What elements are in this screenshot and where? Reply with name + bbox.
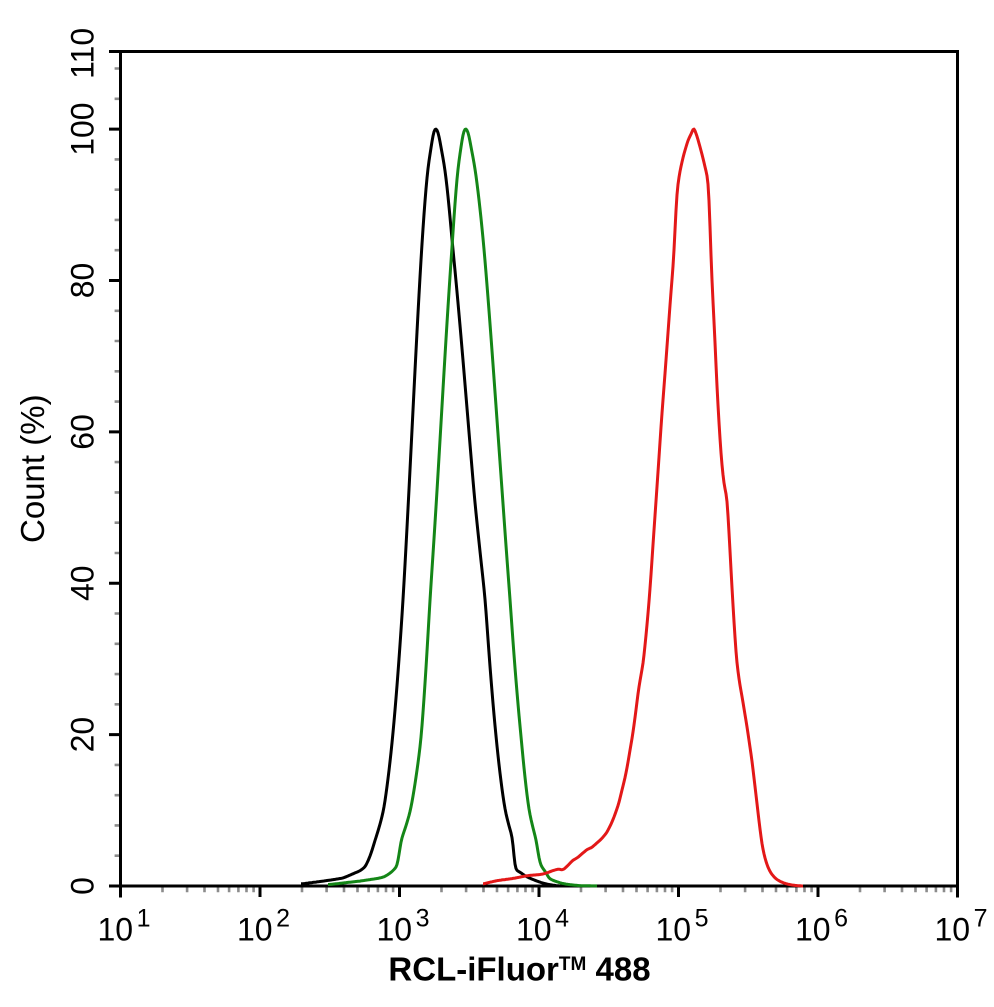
svg-text:Count (%): Count (%) — [14, 394, 51, 543]
svg-text:101: 10 1 — [98, 905, 151, 948]
svg-text:110: 110 — [65, 28, 101, 79]
svg-text:RCL-iFluorTM 488: RCL-iFluorTM 488 — [388, 950, 650, 987]
svg-text:40: 40 — [65, 565, 101, 601]
svg-text:100: 100 — [65, 102, 101, 155]
svg-text:80: 80 — [65, 263, 101, 299]
svg-text:60: 60 — [65, 414, 101, 450]
svg-text:102: 10 2 — [237, 905, 290, 948]
svg-text:0: 0 — [65, 877, 101, 895]
svg-text:20: 20 — [65, 717, 101, 753]
